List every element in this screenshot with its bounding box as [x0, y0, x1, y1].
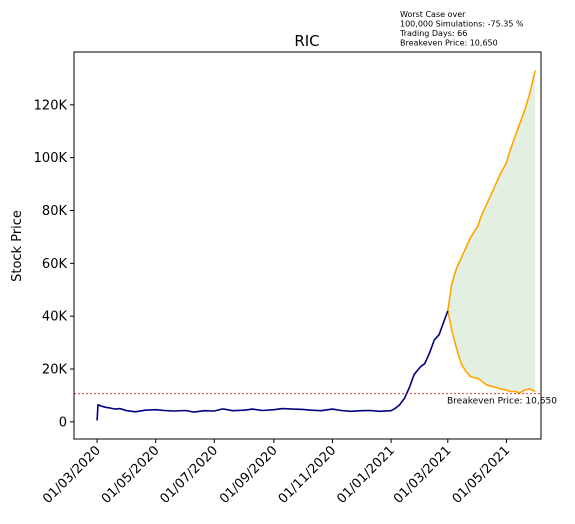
- simulation-range-area: [447, 70, 536, 393]
- x-tick-label: 01/05/2021: [450, 443, 514, 507]
- y-axis-label: Stock Price: [10, 210, 25, 282]
- y-tick-label: 40K: [42, 310, 68, 325]
- history-line: [96, 310, 449, 421]
- x-tick-label: 01/03/2021: [391, 443, 455, 507]
- y-tick-label: 20K: [42, 362, 68, 377]
- series-lines: [96, 70, 536, 421]
- simulation-annotation: Worst Case over 100,000 Simulations: -75…: [399, 10, 524, 48]
- breakeven-label: Breakeven Price: 10,650: [447, 397, 557, 407]
- worst-case-line: [447, 310, 536, 394]
- x-tick-label: 01/05/2020: [99, 443, 163, 507]
- x-axis: 01/03/202001/05/202001/07/202001/09/2020…: [40, 439, 513, 507]
- y-axis: 0 20K 40K 60K 80K 100K 120K: [34, 98, 74, 430]
- y-tick-label: 100K: [34, 151, 68, 166]
- x-tick-label: 01/11/2020: [276, 443, 340, 507]
- x-tick-label: 01/09/2020: [217, 443, 281, 507]
- y-tick-label: 60K: [42, 257, 68, 272]
- plot-frame: [73, 51, 542, 440]
- y-tick-label: 80K: [42, 204, 68, 219]
- y-tick-label: 0: [59, 415, 67, 430]
- x-tick-label: 01/03/2020: [40, 443, 104, 507]
- simulation-fill: [447, 70, 536, 393]
- y-tick-label: 120K: [34, 98, 68, 113]
- annotation-line-2: 100,000 Simulations: -75.35 %: [400, 20, 524, 29]
- x-tick-label: 01/07/2020: [158, 443, 222, 507]
- annotation-line-4: Breakeven Price: 10,650: [400, 39, 498, 48]
- best-case-line: [447, 70, 536, 312]
- x-tick-label: 01/01/2021: [334, 443, 398, 507]
- annotation-line-1: Worst Case over: [400, 10, 466, 19]
- chart-title: RIC: [294, 32, 319, 50]
- annotation-line-3: Trading Days: 66: [399, 29, 467, 38]
